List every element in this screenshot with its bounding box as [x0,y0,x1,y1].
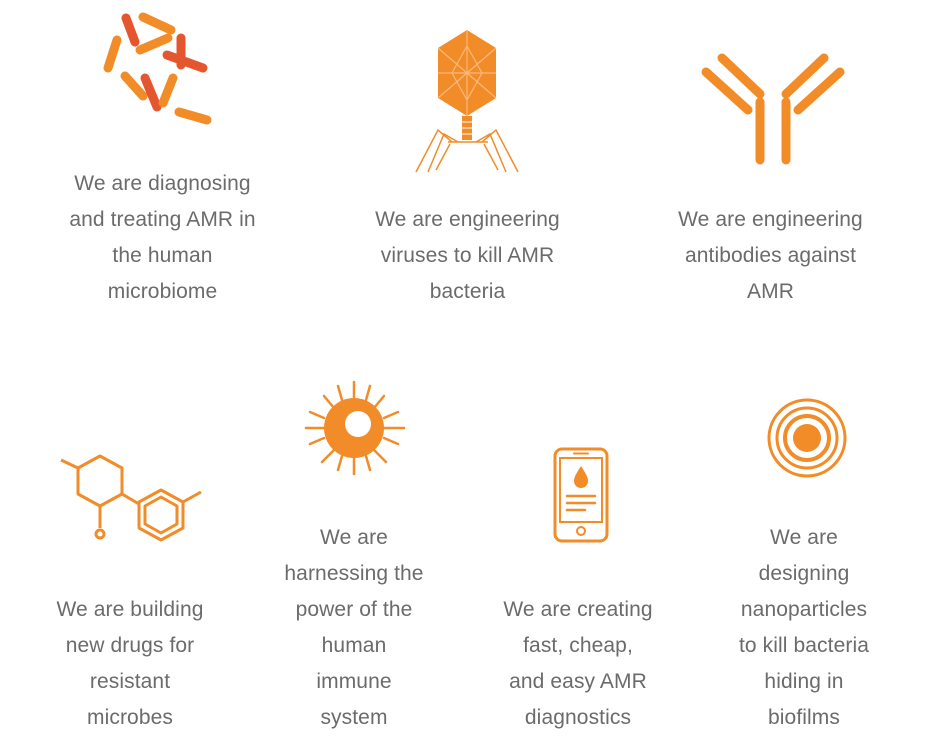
caption-microbiome: We are diagnosing and treating AMR in the … [69,172,256,303]
nanoparticle-target-icon [767,398,847,478]
caption-diagnostics: We are creating fast, cheap, and easy AMR d… [503,598,653,729]
caption-nanoparticles: We are designing nanoparticles to kill bact… [739,526,869,729]
caption-immune: We are harnessing the power of the human imm… [284,526,424,729]
caption-drugs: We are building new drugs for resistant mic… [56,598,204,729]
caption-viruses: We are engineering viruses to kill AMR bac… [375,208,560,303]
bacteria-icon [103,12,212,125]
molecule-structure-icon [60,454,202,542]
smartphone-diagnostic-icon [553,447,609,543]
caption-antibodies: We are engineering antibodies against AMR [678,208,863,303]
immune-cell-icon [304,380,406,476]
antibody-icon [701,53,845,165]
bacteriophage-virus-icon [415,30,519,173]
